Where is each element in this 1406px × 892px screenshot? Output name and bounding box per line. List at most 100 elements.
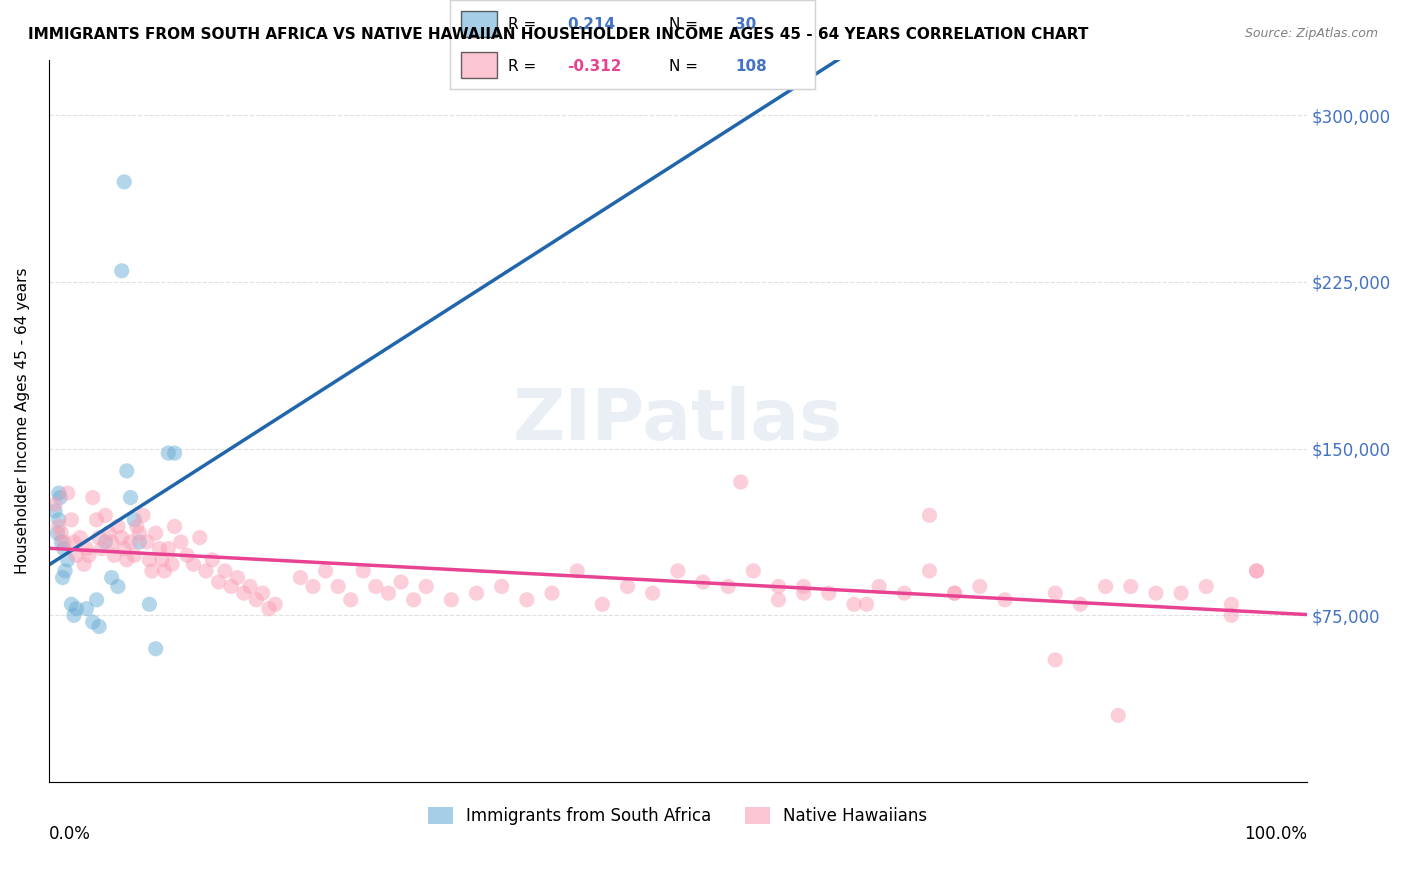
Native Hawaiians: [183, 558, 205, 572]
Text: 30: 30: [735, 18, 756, 32]
Text: 100.0%: 100.0%: [1244, 825, 1308, 844]
Native Hawaiians: [128, 526, 150, 541]
Native Hawaiians: [120, 535, 142, 549]
Native Hawaiians: [69, 531, 91, 545]
Native Hawaiians: [195, 564, 218, 578]
Text: Source: ZipAtlas.com: Source: ZipAtlas.com: [1244, 27, 1378, 40]
Native Hawaiians: [132, 508, 155, 523]
Native Hawaiians: [567, 564, 589, 578]
Native Hawaiians: [201, 553, 224, 567]
Native Hawaiians: [541, 586, 564, 600]
Immigrants from South Africa: [124, 513, 146, 527]
Native Hawaiians: [77, 549, 100, 563]
Immigrants from South Africa: [63, 608, 86, 623]
Native Hawaiians: [65, 549, 87, 563]
Native Hawaiians: [112, 541, 135, 556]
Native Hawaiians: [115, 553, 138, 567]
Text: R =: R =: [509, 18, 537, 32]
Native Hawaiians: [170, 535, 193, 549]
Native Hawaiians: [768, 592, 790, 607]
Native Hawaiians: [1107, 708, 1129, 723]
Native Hawaiians: [1069, 597, 1091, 611]
Native Hawaiians: [692, 575, 714, 590]
Native Hawaiians: [76, 541, 98, 556]
Native Hawaiians: [315, 564, 337, 578]
Native Hawaiians: [415, 579, 437, 593]
Native Hawaiians: [1195, 579, 1218, 593]
Immigrants from South Africa: [163, 446, 186, 460]
Text: R =: R =: [509, 59, 537, 73]
Text: IMMIGRANTS FROM SOUTH AFRICA VS NATIVE HAWAIIAN HOUSEHOLDER INCOME AGES 45 - 64 : IMMIGRANTS FROM SOUTH AFRICA VS NATIVE H…: [28, 27, 1088, 42]
Native Hawaiians: [252, 586, 274, 600]
Immigrants from South Africa: [49, 491, 72, 505]
Native Hawaiians: [290, 571, 312, 585]
Native Hawaiians: [1220, 597, 1243, 611]
Immigrants from South Africa: [56, 553, 79, 567]
Text: N =: N =: [669, 18, 699, 32]
Immigrants from South Africa: [138, 597, 160, 611]
Native Hawaiians: [1094, 579, 1116, 593]
Native Hawaiians: [219, 579, 242, 593]
Immigrants from South Africa: [48, 486, 70, 500]
Native Hawaiians: [516, 592, 538, 607]
Native Hawaiians: [48, 519, 70, 533]
Native Hawaiians: [641, 586, 664, 600]
Immigrants from South Africa: [112, 175, 135, 189]
Text: 108: 108: [735, 59, 766, 73]
Native Hawaiians: [63, 535, 86, 549]
Native Hawaiians: [1170, 586, 1192, 600]
Native Hawaiians: [73, 558, 96, 572]
Y-axis label: Householder Income Ages 45 - 64 years: Householder Income Ages 45 - 64 years: [15, 268, 30, 574]
Native Hawaiians: [150, 553, 173, 567]
Native Hawaiians: [1045, 586, 1067, 600]
Immigrants from South Africa: [120, 491, 142, 505]
Native Hawaiians: [742, 564, 765, 578]
Immigrants from South Africa: [128, 535, 150, 549]
Native Hawaiians: [868, 579, 890, 593]
Text: ZIPatlas: ZIPatlas: [513, 386, 842, 455]
Native Hawaiians: [943, 586, 966, 600]
Native Hawaiians: [90, 541, 112, 556]
Native Hawaiians: [1045, 653, 1067, 667]
Immigrants from South Africa: [86, 592, 108, 607]
Native Hawaiians: [239, 579, 262, 593]
Immigrants from South Africa: [44, 504, 66, 518]
Native Hawaiians: [402, 592, 425, 607]
Native Hawaiians: [994, 592, 1017, 607]
Immigrants from South Africa: [82, 615, 104, 629]
Native Hawaiians: [817, 586, 839, 600]
Native Hawaiians: [969, 579, 991, 593]
Native Hawaiians: [1246, 564, 1268, 578]
Native Hawaiians: [56, 486, 79, 500]
Immigrants from South Africa: [145, 641, 167, 656]
Immigrants from South Africa: [51, 535, 73, 549]
Text: 0.0%: 0.0%: [49, 825, 90, 844]
Native Hawaiians: [60, 513, 83, 527]
Native Hawaiians: [257, 601, 280, 615]
Native Hawaiians: [111, 531, 134, 545]
Immigrants from South Africa: [65, 601, 87, 615]
Native Hawaiians: [44, 497, 66, 511]
Native Hawaiians: [1144, 586, 1167, 600]
Native Hawaiians: [100, 535, 122, 549]
Native Hawaiians: [491, 579, 513, 593]
Immigrants from South Africa: [46, 526, 69, 541]
Immigrants from South Africa: [76, 601, 98, 615]
Native Hawaiians: [176, 549, 198, 563]
Native Hawaiians: [153, 564, 176, 578]
Legend: Immigrants from South Africa, Native Hawaiians: Immigrants from South Africa, Native Haw…: [422, 800, 934, 831]
Text: -0.312: -0.312: [567, 59, 621, 73]
Native Hawaiians: [918, 508, 941, 523]
Native Hawaiians: [1220, 608, 1243, 623]
Immigrants from South Africa: [48, 513, 70, 527]
Native Hawaiians: [87, 531, 110, 545]
Native Hawaiians: [264, 597, 287, 611]
Native Hawaiians: [145, 526, 167, 541]
Native Hawaiians: [188, 531, 211, 545]
Native Hawaiians: [768, 579, 790, 593]
Native Hawaiians: [214, 564, 236, 578]
FancyBboxPatch shape: [461, 52, 498, 78]
Native Hawaiians: [377, 586, 399, 600]
Native Hawaiians: [1119, 579, 1142, 593]
Native Hawaiians: [389, 575, 412, 590]
